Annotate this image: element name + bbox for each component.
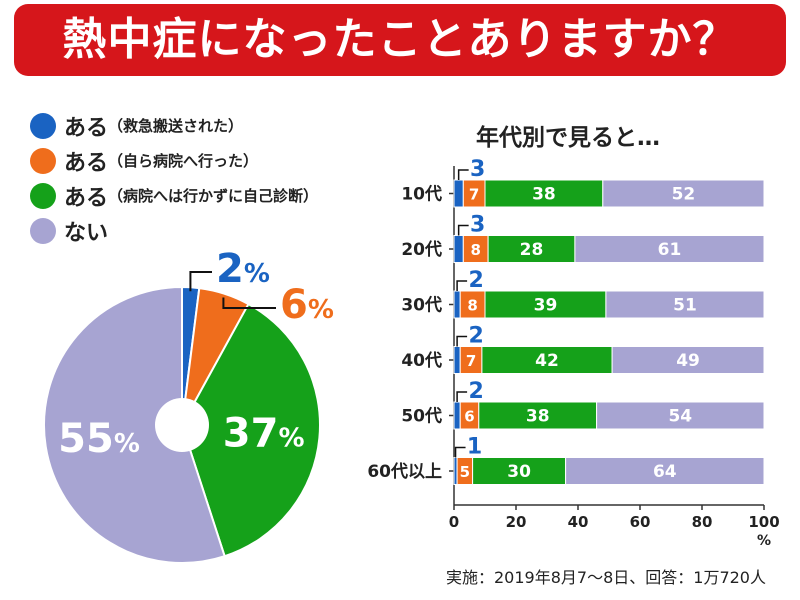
bar-value-label: 5 [460, 463, 470, 481]
bar-value-label: 3 [470, 157, 485, 182]
legend-main-label: ある [64, 115, 109, 141]
bar-value-label: 7 [469, 186, 479, 204]
bar-value-label: 49 [676, 351, 700, 371]
bar-callout-line [456, 391, 468, 402]
bar-value-label: 39 [534, 296, 558, 316]
legend-swatch-blue [30, 112, 56, 139]
bar-chart-title: 年代別で見ると… [476, 125, 660, 151]
bar-value-label: 30 [507, 462, 531, 482]
pie-callout-line [189, 271, 212, 292]
x-tick-label: 80 [692, 513, 713, 531]
bar-value-label: 2 [468, 268, 483, 293]
bar-callout-line [456, 335, 468, 347]
category-label: 10代 [401, 184, 442, 205]
bar-segment [453, 179, 464, 208]
x-axis-unit: % [757, 533, 771, 549]
pie-value-label: 2% [216, 246, 270, 292]
pie-slice-none [43, 285, 226, 564]
bar-callout-line [456, 280, 468, 291]
pie-callout-line [222, 297, 276, 309]
bar-segment [453, 346, 461, 374]
x-tick-label: 20 [506, 513, 527, 531]
bar-value-label: 61 [658, 240, 682, 260]
legend-item-hospital: ある （自ら病院へ行った） [30, 143, 318, 178]
bar-segment [481, 346, 613, 374]
bar-value-label: 42 [535, 351, 559, 371]
bar-segment [462, 235, 489, 263]
legend-item-none: ない [30, 213, 318, 248]
bar-value-label: 6 [464, 408, 474, 426]
bar-value-label: 51 [673, 296, 697, 316]
bar-segment [605, 290, 765, 319]
pie-center-hole [155, 398, 209, 452]
bar-value-label: 38 [532, 185, 556, 205]
bar-value-label: 3 [470, 213, 485, 238]
legend-note-label: （救急搬送された） [108, 117, 244, 135]
bar-callout-line [454, 446, 466, 458]
bar-segment [596, 401, 765, 430]
bar-segment [453, 235, 464, 263]
legend-item-ambulance: ある （救急搬送された） [30, 108, 318, 143]
bar-segment [611, 346, 765, 374]
bar-value-label: 38 [526, 407, 550, 427]
category-label: 50代 [401, 406, 442, 427]
bar-segment [453, 290, 461, 319]
legend-note-label: （自ら病院へ行った） [108, 152, 259, 170]
pie-slice-self-diagnosis [180, 302, 321, 558]
bar-value-label: 1 [467, 435, 482, 460]
legend-swatch-green [30, 182, 56, 209]
legend-note-label: （病院へは行かずに自己診断） [108, 187, 319, 205]
page-title: 熱中症になったことありますか？ [62, 14, 738, 65]
bar-segment [487, 235, 576, 263]
legend-item-self-diagnosis: ある （病院へは行かずに自己診断） [30, 178, 318, 213]
x-tick-label: 100 [748, 513, 779, 531]
category-label: 60代以上 [367, 461, 442, 482]
bar-segment [565, 457, 765, 485]
bar-segment [602, 179, 765, 208]
legend-main-label: ある [64, 150, 109, 176]
legend-main-label: ある [64, 185, 109, 211]
pie-value-label: 6% [280, 282, 334, 328]
bar-segment [484, 290, 607, 319]
survey-footnote: 実施：2019年8月7～8日、回答：1万720人 [446, 568, 766, 587]
category-label: 40代 [401, 350, 442, 371]
title-banner: 熱中症になったことありますか？ [14, 4, 786, 76]
legend-main-label: ない [64, 220, 109, 246]
bar-value-label: 7 [466, 352, 476, 370]
bar-value-label: 64 [653, 462, 677, 482]
legend: ある （救急搬送された） ある （自ら病院へ行った） ある （病院へは行かずに自… [30, 108, 318, 248]
bar-callout-line [457, 224, 469, 236]
bar-value-label: 2 [468, 379, 483, 404]
bar-segment [574, 235, 765, 263]
category-label: 20代 [401, 239, 442, 260]
legend-swatch-gray [30, 217, 56, 244]
bar-callout-line [457, 169, 469, 180]
bar-value-label: 2 [468, 324, 483, 349]
bar-segment [453, 401, 461, 430]
bar-value-label: 54 [668, 407, 692, 427]
category-label: 30代 [401, 295, 442, 316]
x-tick-label: 0 [449, 513, 459, 531]
x-tick-label: 60 [630, 513, 651, 531]
bar-value-label: 8 [467, 297, 477, 315]
bar-value-label: 8 [470, 241, 480, 259]
x-tick-label: 40 [568, 513, 589, 531]
bar-value-label: 28 [520, 240, 544, 260]
bar-value-label: 52 [672, 185, 696, 205]
legend-swatch-orange [30, 147, 56, 174]
